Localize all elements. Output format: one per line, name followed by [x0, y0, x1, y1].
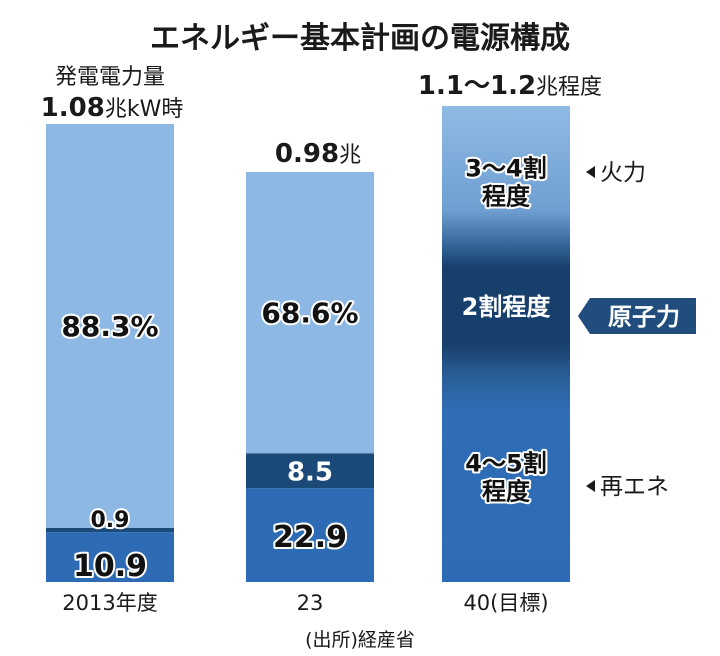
bars-layer	[46, 106, 570, 582]
legend-label-renewable: 再エネ	[600, 474, 669, 500]
category-label-2: 40(目標)	[463, 591, 548, 615]
bar-segment-nuclear-0	[46, 528, 174, 533]
labels-layer: 10.9 0.9 88.3% 22.9 8.5 68.6% 3〜4割程度 2割程度 4〜5割程度	[59, 153, 552, 586]
category-label-1: 23	[297, 591, 324, 615]
bar-segment-nuclear-1	[246, 453, 374, 489]
total-unit-2: 兆程度	[536, 75, 602, 100]
bar-segment-fire-0	[46, 124, 174, 529]
totals-heading: 発電電力量	[55, 65, 165, 90]
bar-label-fire-2: 3〜4割程度	[465, 155, 546, 211]
total-1: 0.98兆	[275, 139, 361, 169]
bar-label-renewable-0: 10.9	[73, 549, 147, 584]
legend-label-fire: 火力	[600, 160, 646, 186]
bar-segment-renewable-1	[246, 488, 374, 582]
total-value-1: 0.98	[275, 139, 339, 169]
bar-label-renewable-1: 22.9	[273, 520, 347, 555]
total-unit-0: 兆kW時	[105, 97, 184, 122]
chart-title: エネルギー基本計画の電源構成	[150, 21, 570, 56]
total-unit-1: 兆	[339, 143, 361, 168]
legend-marker-fire	[586, 166, 595, 178]
bar-label-nuclear-2: 2割程度	[462, 293, 552, 321]
total-value-0: 1.08	[41, 93, 105, 123]
bar-label-fire-0: 88.3%	[61, 310, 158, 343]
totals-layer: 1.08兆kW時 0.98兆 1.1〜1.2兆程度	[41, 71, 602, 169]
total-value-2: 1.1〜1.2	[418, 71, 536, 101]
total-0: 1.08兆kW時	[41, 93, 184, 123]
source-note: (出所)経産省	[305, 629, 415, 651]
bar-label-renewable-2: 4〜5割程度	[465, 450, 546, 506]
bar-target-2040	[442, 106, 570, 582]
bar-segment-fire-1	[246, 172, 374, 454]
category-labels: 2013年度 23 40(目標)	[62, 591, 548, 615]
legend-label-nuclear: 原子力	[608, 303, 680, 331]
total-2: 1.1〜1.2兆程度	[418, 71, 602, 101]
legend-marker-nuclear	[578, 298, 696, 334]
category-label-0: 2013年度	[62, 591, 157, 615]
bar-label-nuclear-1: 8.5	[287, 458, 333, 488]
bar-label-fire-1: 68.6%	[261, 297, 358, 330]
legend-marker-renewable	[586, 480, 595, 492]
bar-segment-renewable-0	[46, 532, 174, 582]
bar-label-nuclear-0: 0.9	[91, 508, 130, 533]
